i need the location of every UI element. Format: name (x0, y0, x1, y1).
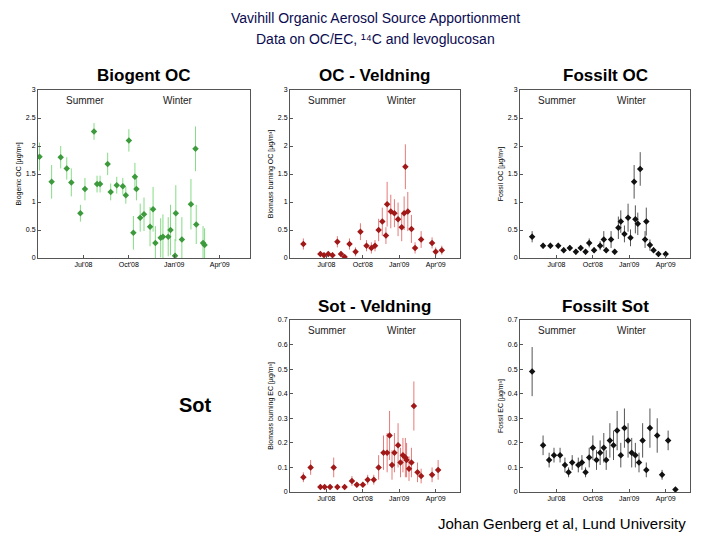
svg-text:Winter: Winter (387, 325, 417, 336)
svg-text:1.5: 1.5 (278, 170, 288, 177)
svg-text:0.5: 0.5 (26, 226, 36, 233)
svg-text:1.5: 1.5 (508, 170, 518, 177)
svg-text:0.4: 0.4 (508, 390, 518, 397)
svg-text:Jan'09: Jan'09 (619, 495, 640, 502)
svg-text:Biomass burning EC [µg/m³]: Biomass burning EC [µg/m³] (267, 362, 275, 450)
svg-text:Jul'08: Jul'08 (74, 261, 92, 268)
svg-text:0: 0 (514, 254, 518, 261)
svg-text:3: 3 (284, 86, 288, 93)
svg-text:0.5: 0.5 (508, 366, 518, 373)
svg-text:Fossil EC [µg/m³]: Fossil EC [µg/m³] (497, 379, 505, 433)
svg-text:Apr'09: Apr'09 (210, 261, 230, 269)
svg-text:Sot - Veldning: Sot - Veldning (318, 297, 431, 316)
svg-text:Apr'09: Apr'09 (426, 261, 446, 269)
svg-text:2.5: 2.5 (26, 114, 36, 121)
svg-text:Biomass burning OC [µg/m³]: Biomass burning OC [µg/m³] (267, 130, 275, 219)
svg-text:0.3: 0.3 (508, 415, 518, 422)
svg-text:1.5: 1.5 (26, 170, 36, 177)
svg-text:1: 1 (514, 198, 518, 205)
svg-text:Jan'09: Jan'09 (389, 495, 410, 502)
svg-text:0.3: 0.3 (278, 415, 288, 422)
svg-text:Winter: Winter (617, 95, 647, 106)
svg-text:Vavihill Organic Aerosol Sourc: Vavihill Organic Aerosol Source Apportio… (231, 10, 520, 26)
svg-text:0: 0 (32, 254, 36, 261)
svg-text:0.4: 0.4 (278, 390, 288, 397)
svg-text:0.5: 0.5 (508, 226, 518, 233)
svg-text:Jul'08: Jul'08 (317, 495, 335, 502)
svg-text:Jan'09: Jan'09 (164, 261, 185, 268)
svg-text:Fossilt OC: Fossilt OC (563, 66, 648, 85)
svg-text:2: 2 (514, 142, 518, 149)
svg-text:OC - Veldning: OC - Veldning (319, 66, 430, 85)
svg-text:Summer: Summer (66, 95, 104, 106)
svg-text:Apr'09: Apr'09 (656, 495, 676, 503)
svg-text:3: 3 (514, 86, 518, 93)
svg-text:Biogenic OC [µg/m³]: Biogenic OC [µg/m³] (15, 142, 23, 205)
svg-text:Jul'08: Jul'08 (547, 261, 565, 268)
svg-text:Sot: Sot (179, 394, 212, 416)
svg-text:0.6: 0.6 (508, 341, 518, 348)
svg-text:Summer: Summer (538, 95, 576, 106)
svg-text:Summer: Summer (308, 95, 346, 106)
svg-text:Oct'08: Oct'08 (353, 261, 373, 268)
svg-text:Jul'08: Jul'08 (547, 495, 565, 502)
svg-text:Apr'09: Apr'09 (656, 261, 676, 269)
svg-text:Summer: Summer (308, 325, 346, 336)
svg-text:Jan'09: Jan'09 (619, 261, 640, 268)
svg-text:2: 2 (284, 142, 288, 149)
svg-text:0: 0 (284, 488, 288, 495)
svg-text:Winter: Winter (387, 95, 417, 106)
svg-text:Oct'08: Oct'08 (583, 261, 603, 268)
svg-text:2: 2 (32, 142, 36, 149)
svg-text:0: 0 (514, 488, 518, 495)
svg-text:Winter: Winter (163, 95, 193, 106)
svg-text:1: 1 (284, 198, 288, 205)
svg-text:Fossil OC [µg/m³]: Fossil OC [µg/m³] (497, 147, 505, 202)
svg-text:0.2: 0.2 (278, 439, 288, 446)
svg-text:Oct'08: Oct'08 (119, 261, 139, 268)
svg-text:Apr'09: Apr'09 (426, 495, 446, 503)
svg-text:0.1: 0.1 (278, 464, 288, 471)
svg-text:2.5: 2.5 (508, 114, 518, 121)
svg-text:Biogent OC: Biogent OC (97, 66, 191, 85)
svg-text:0.7: 0.7 (278, 316, 288, 323)
svg-text:0.6: 0.6 (278, 341, 288, 348)
svg-text:0.5: 0.5 (278, 366, 288, 373)
svg-text:3: 3 (32, 86, 36, 93)
svg-text:Winter: Winter (617, 325, 647, 336)
svg-text:Fossilt Sot: Fossilt Sot (562, 297, 649, 316)
svg-text:0.5: 0.5 (278, 226, 288, 233)
svg-text:Oct'08: Oct'08 (353, 495, 373, 502)
svg-text:0.2: 0.2 (508, 439, 518, 446)
svg-text:Jan'09: Jan'09 (389, 261, 410, 268)
svg-text:0.1: 0.1 (508, 464, 518, 471)
svg-text:0: 0 (284, 254, 288, 261)
svg-text:Jul'08: Jul'08 (317, 261, 335, 268)
svg-text:1: 1 (32, 198, 36, 205)
svg-text:2.5: 2.5 (278, 114, 288, 121)
svg-text:Johan Genberg et al, Lund Univ: Johan Genberg et al, Lund University (438, 515, 686, 532)
svg-text:Summer: Summer (538, 325, 576, 336)
svg-text:0.7: 0.7 (508, 316, 518, 323)
svg-text:Oct'08: Oct'08 (583, 495, 603, 502)
svg-text:Data on OC/EC, ¹⁴C and levoglu: Data on OC/EC, ¹⁴C and levoglucosan (256, 31, 495, 47)
